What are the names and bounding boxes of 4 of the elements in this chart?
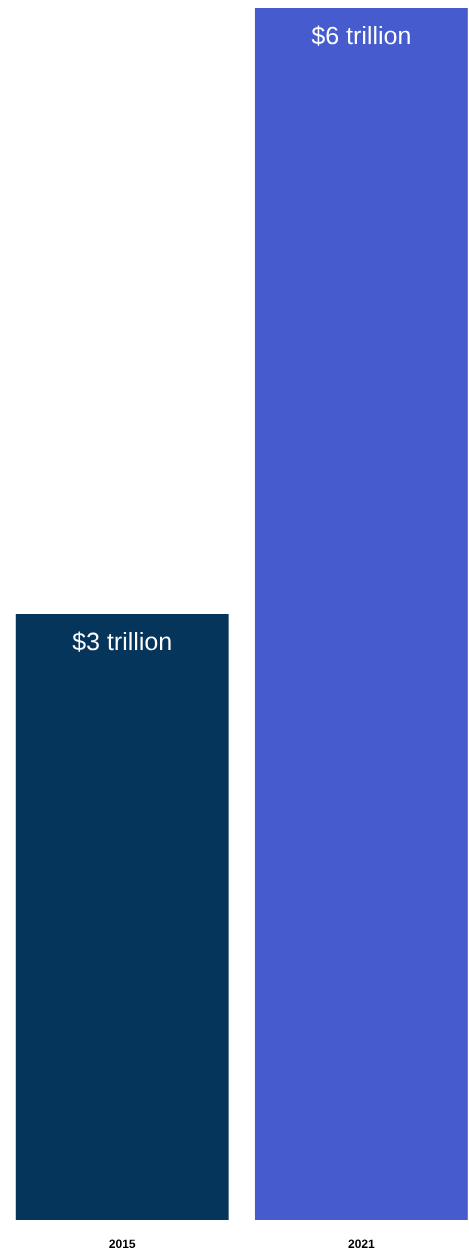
x-tick-label: 2021 xyxy=(348,1239,375,1249)
data-label: $6 trillion xyxy=(311,25,410,46)
x-tick-label: 2015 xyxy=(109,1239,136,1249)
data-label: $3 trillion xyxy=(72,631,171,652)
